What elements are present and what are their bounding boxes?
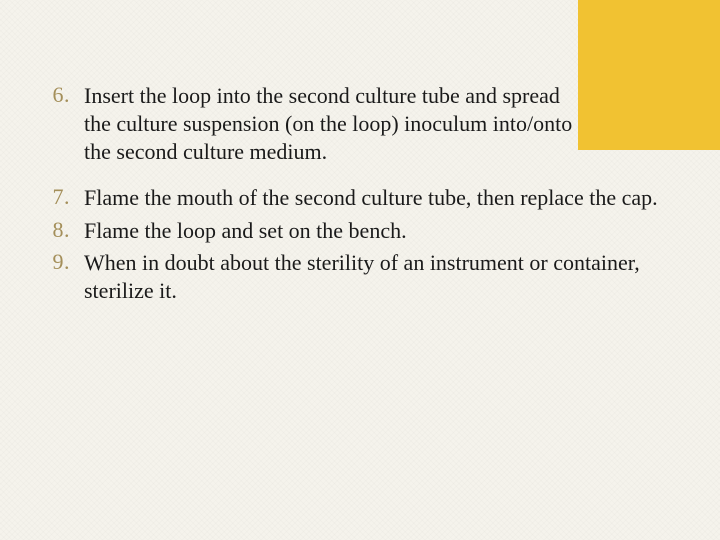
numbered-list: 6. Insert the loop into the second cultu… bbox=[36, 82, 684, 305]
list-item: 9. When in doubt about the sterility of … bbox=[36, 249, 684, 305]
list-number: 7. bbox=[36, 184, 84, 210]
list-item: 8. Flame the loop and set on the bench. bbox=[36, 217, 684, 245]
list-text: Flame the mouth of the second culture tu… bbox=[84, 184, 684, 212]
list-text: Flame the loop and set on the bench. bbox=[84, 217, 684, 245]
list-number: 6. bbox=[36, 82, 84, 108]
list-item: 7. Flame the mouth of the second culture… bbox=[36, 184, 684, 212]
list-number: 9. bbox=[36, 249, 84, 275]
list-text: Insert the loop into the second culture … bbox=[84, 82, 684, 166]
slide-content: 6. Insert the loop into the second cultu… bbox=[36, 82, 684, 309]
list-gap bbox=[36, 170, 684, 184]
list-text: When in doubt about the sterility of an … bbox=[84, 249, 684, 305]
list-number: 8. bbox=[36, 217, 84, 243]
list-item: 6. Insert the loop into the second cultu… bbox=[36, 82, 684, 166]
